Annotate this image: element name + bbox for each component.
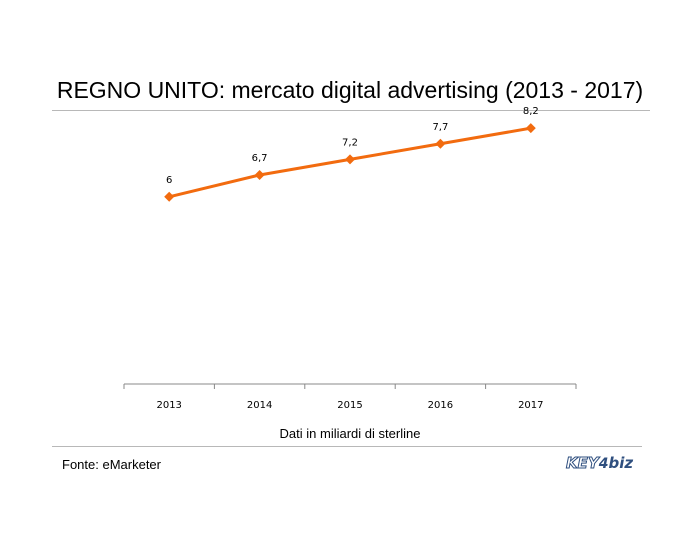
data-point-marker bbox=[525, 123, 536, 134]
x-tick-label: 2016 bbox=[428, 400, 453, 411]
data-label-layer: 6 6,7 7,2 7,7 8,2 bbox=[166, 106, 539, 186]
data-label: 6 bbox=[166, 175, 172, 186]
data-label: 7,7 bbox=[432, 122, 448, 133]
logo-biz-text: biz bbox=[608, 454, 634, 472]
x-tick-label: 2013 bbox=[156, 400, 181, 411]
data-label: 6,7 bbox=[252, 153, 268, 164]
x-axis-label: Dati in miliardi di sterline bbox=[279, 426, 421, 441]
x-tick-label-layer: 2013 2014 2015 2016 2017 bbox=[156, 400, 543, 411]
chart-title: REGNO UNITO: mercato digital advertising… bbox=[56, 77, 644, 103]
logo-key-text: KEY bbox=[566, 454, 600, 473]
source-note: Fonte: eMarketer bbox=[62, 457, 161, 472]
logo-four-text: 4 bbox=[598, 456, 609, 472]
data-label: 8,2 bbox=[523, 106, 539, 117]
data-point-marker bbox=[435, 138, 446, 149]
footer-divider bbox=[52, 446, 642, 447]
x-tick-label: 2017 bbox=[518, 400, 543, 411]
data-point-marker bbox=[345, 154, 355, 165]
data-point-marker bbox=[254, 169, 265, 180]
x-tick-label: 2015 bbox=[337, 400, 362, 411]
series-marker-layer bbox=[164, 123, 536, 202]
key4biz-logo: KEY4biz bbox=[566, 452, 634, 474]
data-label: 7,2 bbox=[342, 137, 358, 148]
x-axis bbox=[123, 383, 577, 389]
title-divider bbox=[52, 110, 650, 111]
x-tick-label: 2014 bbox=[247, 400, 272, 411]
data-point-marker bbox=[164, 191, 175, 202]
